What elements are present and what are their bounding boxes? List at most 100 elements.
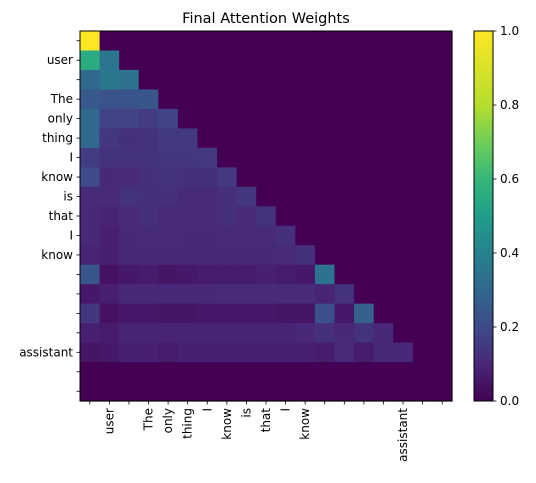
heatmap-cell xyxy=(354,206,375,227)
heatmap-cell xyxy=(412,362,434,383)
heatmap-cell xyxy=(334,342,355,363)
colorbar-tick-label: 0.0 xyxy=(500,394,519,408)
heatmap-cell xyxy=(295,108,316,129)
heatmap-cell xyxy=(138,245,159,266)
heatmap-cell xyxy=(217,89,238,110)
heatmap-cell xyxy=(393,50,414,71)
y-tick-label: is xyxy=(63,190,73,204)
heatmap-cell xyxy=(236,69,257,91)
heatmap-cell xyxy=(197,69,218,91)
heatmap-cell xyxy=(295,147,316,168)
heatmap-cell xyxy=(177,108,199,129)
y-tick-label: The xyxy=(50,92,73,106)
heatmap-cell xyxy=(80,206,101,227)
heatmap-cell xyxy=(295,225,316,246)
heatmap-cell xyxy=(138,128,159,149)
heatmap-cell xyxy=(275,264,296,285)
heatmap-cell xyxy=(393,342,414,363)
heatmap-cell xyxy=(217,31,238,52)
heatmap-cell xyxy=(197,50,218,71)
y-tick-label: user xyxy=(47,53,73,67)
heatmap-cell xyxy=(158,186,179,207)
y-tick-label: know xyxy=(41,248,73,262)
heatmap-cell xyxy=(314,264,336,285)
colorbar-tick-label: 0.4 xyxy=(500,246,519,260)
heatmap-cell xyxy=(393,264,414,285)
y-tick-label: I xyxy=(69,151,73,165)
heatmap-cell xyxy=(373,186,394,207)
heatmap-cell xyxy=(373,323,394,344)
heatmap-cell xyxy=(393,69,414,91)
heatmap-cell xyxy=(373,206,394,227)
heatmap-cell xyxy=(217,108,238,129)
x-tick-label: know xyxy=(298,408,312,440)
heatmap-cell xyxy=(334,381,355,402)
heatmap-cell xyxy=(334,264,355,285)
heatmap-cell xyxy=(197,362,218,383)
heatmap-cell xyxy=(432,31,453,52)
heatmap-cell xyxy=(314,128,336,149)
heatmap-cell xyxy=(158,108,179,129)
heatmap-cell xyxy=(295,167,316,188)
heatmap-cell xyxy=(295,89,316,110)
heatmap-cell xyxy=(295,284,316,305)
heatmap-cell xyxy=(314,50,336,71)
heatmap-cell xyxy=(393,225,414,246)
heatmap-cell xyxy=(99,108,120,129)
heatmap-cell xyxy=(236,303,257,324)
heatmap-cell xyxy=(256,108,277,129)
heatmap-cells xyxy=(80,31,453,402)
heatmap-cell xyxy=(99,128,120,149)
heatmap-cell xyxy=(334,362,355,383)
heatmap-cell xyxy=(432,225,453,246)
heatmap-cell xyxy=(138,303,159,324)
heatmap-cell xyxy=(217,69,238,91)
heatmap-cell xyxy=(256,50,277,71)
heatmap-cell xyxy=(275,303,296,324)
heatmap-cell xyxy=(119,50,140,71)
heatmap-cell xyxy=(393,89,414,110)
heatmap-cell xyxy=(295,381,316,402)
heatmap-cell xyxy=(393,128,414,149)
x-tick-label: assistant xyxy=(396,408,410,462)
heatmap-cell xyxy=(432,147,453,168)
heatmap-cell xyxy=(80,245,101,266)
heatmap-cell xyxy=(295,128,316,149)
heatmap-cell xyxy=(334,225,355,246)
heatmap-cell xyxy=(80,381,101,402)
heatmap-cell xyxy=(80,342,101,363)
heatmap-cell xyxy=(432,89,453,110)
heatmap-cell xyxy=(80,186,101,207)
colorbar-ticks: 0.0 0.2 0.4 0.6 0.8 1.0 xyxy=(493,24,519,408)
heatmap-cell xyxy=(256,225,277,246)
heatmap-cell xyxy=(432,206,453,227)
heatmap-cell xyxy=(275,69,296,91)
heatmap-cell xyxy=(295,303,316,324)
heatmap-cell xyxy=(295,342,316,363)
heatmap-cell xyxy=(393,362,414,383)
x-tick-label: The xyxy=(142,408,156,431)
heatmap-cell xyxy=(354,362,375,383)
heatmap-cell xyxy=(412,323,434,344)
heatmap-cell xyxy=(354,69,375,91)
heatmap-cell xyxy=(197,323,218,344)
heatmap-cell xyxy=(236,31,257,52)
heatmap-cell xyxy=(432,323,453,344)
heatmap-cell xyxy=(295,186,316,207)
heatmap-cell xyxy=(256,284,277,305)
heatmap-cell xyxy=(177,186,199,207)
heatmap-cell xyxy=(197,186,218,207)
heatmap-cell xyxy=(217,186,238,207)
heatmap-cell xyxy=(236,50,257,71)
heatmap-cell xyxy=(177,303,199,324)
heatmap-cell xyxy=(177,31,199,52)
heatmap-cell xyxy=(393,206,414,227)
heatmap-cell xyxy=(236,245,257,266)
heatmap-cell xyxy=(217,167,238,188)
heatmap-cell xyxy=(432,186,453,207)
heatmap-cell xyxy=(236,128,257,149)
heatmap-cell xyxy=(314,362,336,383)
heatmap-cell xyxy=(275,128,296,149)
heatmap-cell xyxy=(119,167,140,188)
heatmap-cell xyxy=(217,245,238,266)
